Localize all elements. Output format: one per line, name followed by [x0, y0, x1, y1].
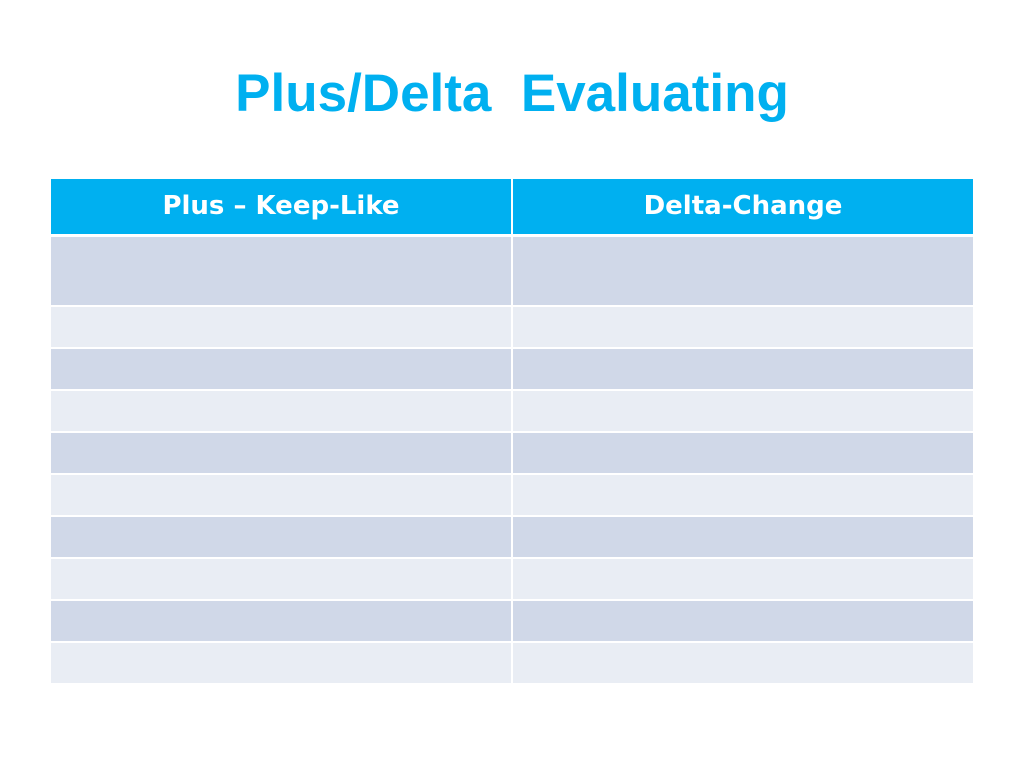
- plus-cell[interactable]: [51, 516, 513, 559]
- delta-cell[interactable]: [512, 390, 973, 433]
- delta-cell[interactable]: [512, 600, 973, 643]
- plus-cell[interactable]: [51, 474, 513, 517]
- delta-cell[interactable]: [512, 558, 973, 601]
- plus-cell[interactable]: [51, 558, 513, 601]
- table-row: [51, 642, 973, 685]
- table-header-row: Plus – Keep-Like Delta-Change: [51, 179, 973, 237]
- plus-cell[interactable]: [51, 235, 513, 307]
- header-delta-change: Delta-Change: [512, 179, 973, 237]
- table-row: [51, 516, 973, 559]
- plus-delta-table: Plus – Keep-Like Delta-Change: [51, 179, 973, 685]
- plus-cell[interactable]: [51, 642, 513, 685]
- delta-cell[interactable]: [512, 642, 973, 685]
- delta-cell[interactable]: [512, 516, 973, 559]
- plus-cell[interactable]: [51, 432, 513, 475]
- table-row: [51, 306, 973, 349]
- plus-cell[interactable]: [51, 390, 513, 433]
- plus-cell[interactable]: [51, 348, 513, 391]
- delta-cell[interactable]: [512, 306, 973, 349]
- slide-title: Plus/Delta Evaluating: [235, 64, 789, 123]
- delta-cell[interactable]: [512, 235, 973, 307]
- delta-cell[interactable]: [512, 348, 973, 391]
- table-row: [51, 558, 973, 601]
- delta-cell[interactable]: [512, 432, 973, 475]
- plus-cell[interactable]: [51, 600, 513, 643]
- plus-cell[interactable]: [51, 306, 513, 349]
- delta-cell[interactable]: [512, 474, 973, 517]
- header-plus-keep-like: Plus – Keep-Like: [51, 179, 513, 237]
- table-row: [51, 432, 973, 475]
- table-row: [51, 348, 973, 391]
- table-row: [51, 235, 973, 307]
- table-row: [51, 390, 973, 433]
- table-row: [51, 600, 973, 643]
- table-row: [51, 474, 973, 517]
